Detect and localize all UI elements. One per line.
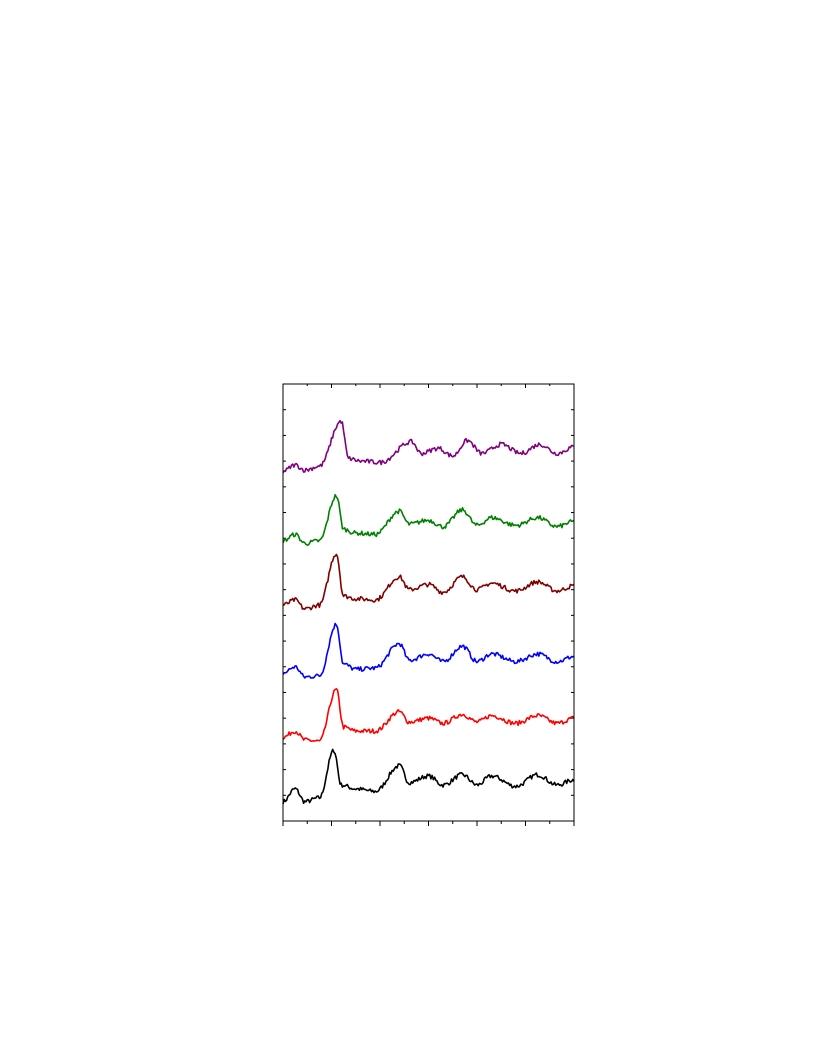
series-line-3 [282,622,575,679]
series-line-5 [282,493,575,546]
series-line-2 [282,687,575,743]
series-line-4 [282,553,575,611]
series-line-1 [282,748,575,805]
series-line-6 [282,419,575,474]
plot-frame [282,383,575,822]
series-group [282,419,575,805]
